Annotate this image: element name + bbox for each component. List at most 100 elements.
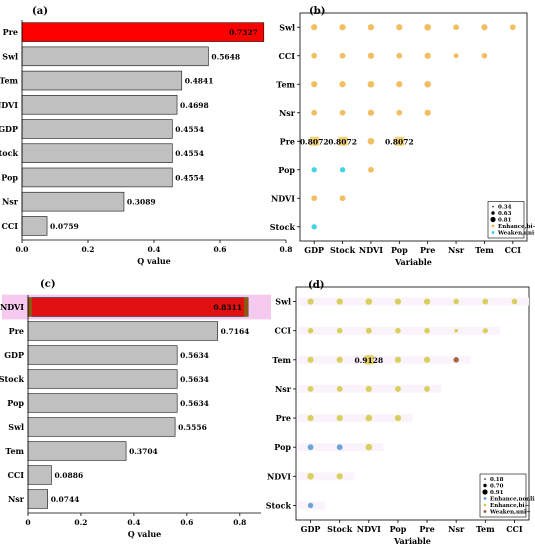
bar — [21, 46, 209, 67]
annotation-label: 0.8072 — [328, 137, 357, 146]
annotation-label: 0.8072 — [385, 137, 414, 146]
legend-type-marker — [491, 224, 495, 228]
plot-frame — [295, 286, 530, 521]
value-label: 0.0886 — [54, 471, 83, 480]
panel-c-bar-chart: (c) NDVI 0.8311 Pre 0.7164 GDP 0.5634 Stock 0.56… — [0, 279, 271, 539]
value-label: 0.5634 — [180, 399, 209, 408]
value-label: 0.5634 — [180, 351, 209, 360]
interaction-point — [453, 357, 459, 363]
category-label: CCI — [8, 470, 25, 480]
interaction-point — [307, 473, 314, 480]
interaction-point — [367, 137, 375, 145]
value-label: 0.7327 — [229, 28, 258, 37]
interaction-point — [365, 414, 373, 422]
category-label: CCI — [2, 221, 19, 231]
legend-size-label: 0.63 — [498, 211, 512, 217]
y-category-label: Nsr — [279, 108, 296, 118]
interaction-point — [307, 444, 314, 451]
value-label: 0.4554 — [175, 125, 204, 134]
interaction-point — [395, 327, 401, 334]
interaction-point — [336, 327, 343, 334]
category-label: Swl — [8, 422, 24, 432]
legend-type-label: Enhance,bi− — [490, 503, 529, 509]
legend-type-marker — [483, 497, 487, 500]
interaction-point — [395, 386, 401, 392]
interaction-point — [394, 414, 402, 422]
bar — [27, 417, 176, 437]
category-label: Stock — [0, 374, 24, 384]
interaction-point — [365, 385, 372, 393]
interaction-point — [336, 356, 343, 363]
interaction-point — [424, 386, 430, 392]
interaction-point — [423, 356, 431, 363]
interaction-point — [394, 298, 402, 305]
x-category-label: Pre — [420, 245, 435, 255]
panel-a-bar-chart: (a) Pre 0.7327 Swl 0.5648 Tem 0.4841 NDVI 0.4698… — [0, 6, 293, 266]
x-category-label: GDP — [304, 245, 324, 255]
value-label: 0.7164 — [221, 327, 250, 336]
bar — [21, 119, 173, 139]
category-label: Pop — [7, 398, 24, 408]
x-tick-label: 0.2 — [81, 245, 94, 254]
legend-size-label: 0.34 — [498, 205, 512, 211]
category-label: Nsr — [2, 197, 19, 207]
row-band — [298, 472, 355, 481]
legend-size-label: 0.91 — [490, 490, 504, 496]
legend-type-marker — [483, 503, 487, 507]
bar — [27, 393, 178, 413]
legend-size-label: 0.18 — [490, 477, 504, 483]
interaction-point — [511, 298, 518, 305]
y-category-label: Pop — [278, 165, 295, 175]
category-label: NDVI — [0, 302, 24, 312]
interaction-point — [311, 81, 318, 88]
legend-type-label: Enhance,bi− — [498, 224, 535, 230]
interaction-point — [453, 53, 459, 59]
x-category-label: Stock — [330, 245, 356, 255]
bar — [27, 369, 178, 389]
x-axis-title: Variable — [394, 257, 432, 267]
bar — [21, 95, 178, 115]
bar — [21, 167, 173, 188]
bar — [21, 191, 125, 212]
y-category-label: Tem — [276, 79, 295, 89]
bar — [27, 441, 127, 461]
x-category-label: CCI — [506, 524, 523, 534]
category-label: Pre — [9, 326, 24, 336]
annotation-highlight — [310, 136, 320, 146]
interaction-point — [311, 167, 317, 173]
category-label: NDVI — [0, 100, 18, 110]
interaction-point — [336, 473, 343, 480]
category-label: Tem — [5, 446, 24, 456]
interaction-point — [336, 298, 343, 305]
interaction-point — [396, 52, 403, 59]
interaction-point — [481, 52, 488, 59]
bar — [21, 143, 173, 163]
value-label: 0.5634 — [180, 375, 209, 384]
bar — [27, 489, 48, 509]
x-category-label: Pre — [419, 524, 434, 534]
y-category-label: Pre — [276, 413, 291, 423]
value-label: 0.4554 — [175, 173, 204, 182]
x-category-label: Tem — [476, 524, 495, 534]
interaction-point — [424, 327, 430, 334]
panel-label: (a) — [32, 6, 48, 17]
x-tick-label: 0.8 — [279, 245, 292, 254]
interaction-point — [367, 24, 375, 31]
x-tick-label: 0.6 — [213, 245, 226, 254]
bar — [27, 345, 178, 365]
legend-size-marker — [484, 478, 486, 480]
bar — [21, 216, 48, 236]
interaction-point — [336, 386, 343, 392]
x-tick-label: 0.2 — [74, 518, 87, 527]
interaction-point — [424, 52, 431, 59]
interaction-point — [396, 24, 403, 31]
y-category-label: Nsr — [275, 384, 292, 394]
y-category-label: Swl — [275, 297, 291, 307]
interaction-point — [339, 109, 346, 116]
annotation-highlight — [364, 355, 374, 365]
y-category-label: Pop — [274, 442, 291, 452]
x-axis-title: Variable — [393, 536, 431, 546]
annotation-highlight — [338, 136, 348, 146]
interaction-point — [307, 414, 314, 422]
interaction-point — [336, 444, 343, 451]
